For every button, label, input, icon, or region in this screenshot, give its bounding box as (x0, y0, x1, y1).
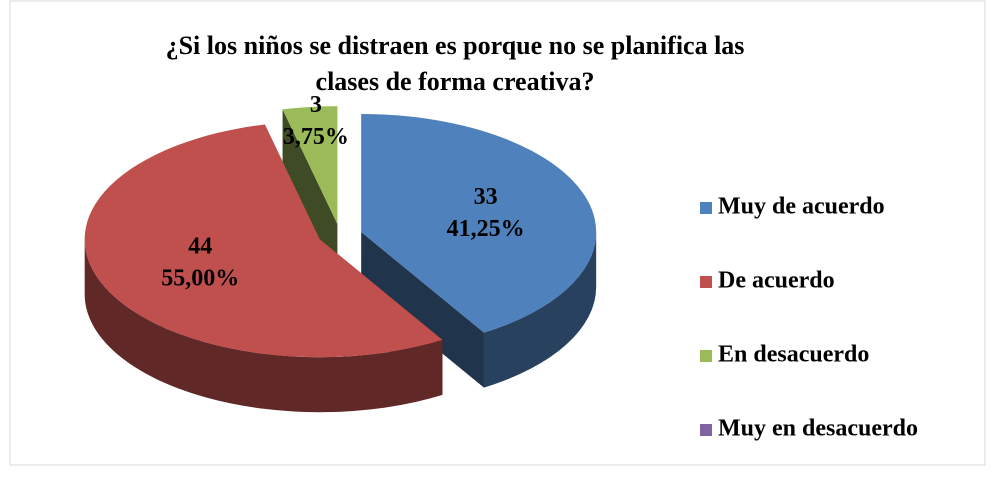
chart-title: clases de forma creativa? (316, 67, 595, 96)
legend-label: En desacuerdo (718, 342, 869, 368)
data-label: 3,75% (283, 124, 349, 150)
pie-slice (282, 106, 338, 225)
chart-title: ¿Si los niños se distraen es porque no s… (166, 31, 745, 60)
legend-swatch (700, 424, 712, 436)
pie-slice (84, 124, 443, 358)
legend-swatch (700, 350, 712, 362)
legend-swatch (700, 276, 712, 288)
slice-cut-face (282, 109, 338, 280)
data-label: 55,00% (161, 266, 239, 292)
legend-label: De acuerdo (718, 268, 835, 294)
slice-side (483, 232, 597, 388)
data-label: 44 (188, 234, 212, 260)
data-label: 33 (474, 184, 498, 210)
legend-label: Muy de acuerdo (718, 194, 885, 220)
pie-slice (361, 114, 597, 333)
slice-side (84, 239, 443, 413)
data-label: 3 (310, 92, 322, 118)
legend-label: Muy en desacuerdo (718, 416, 918, 442)
data-label: 41,25% (447, 216, 525, 242)
slice-cut-face (361, 232, 484, 388)
legend-swatch (700, 202, 712, 214)
